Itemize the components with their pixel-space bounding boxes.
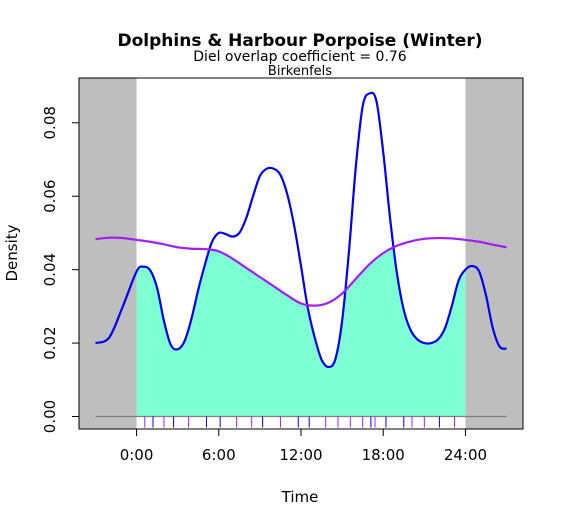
overlap-area (136, 247, 466, 417)
chart-title: Dolphins & Harbour Porpoise (Winter) (118, 31, 483, 51)
y-tick-label-0: 0.00 (41, 400, 59, 433)
shaded-region-0 (79, 78, 137, 429)
chart-subtitle: Diel overlap coefficient = 0.76 (193, 49, 407, 65)
chart-location: Birkenfels (268, 64, 332, 79)
x-tick-label-2: 12:00 (279, 446, 322, 464)
y-tick-label-4: 0.08 (41, 106, 59, 139)
y-tick-label-2: 0.04 (41, 253, 59, 286)
density-curve-0 (95, 91, 507, 369)
y-axis: 0.00 0.02 0.04 0.06 0.08 (41, 106, 79, 433)
overlap-fill (136, 247, 466, 417)
density-curve-1 (95, 236, 507, 307)
y-tick-label-3: 0.06 (41, 180, 59, 213)
x-tick-label-1: 6:00 (202, 446, 236, 464)
y-axis-label: Density (3, 224, 21, 281)
shaded-region-1 (465, 78, 523, 429)
x-axis-label: Time (281, 488, 319, 506)
density-curves (95, 91, 507, 369)
shaded-regions (79, 78, 523, 429)
y-tick-label-1: 0.02 (41, 326, 59, 359)
x-axis: 0:00 6:00 12:00 18:00 24:00 (120, 429, 487, 464)
x-tick-label-0: 0:00 (120, 446, 154, 464)
rug-marks (144, 416, 455, 428)
x-tick-label-4: 24:00 (444, 446, 487, 464)
x-tick-label-3: 18:00 (362, 446, 405, 464)
